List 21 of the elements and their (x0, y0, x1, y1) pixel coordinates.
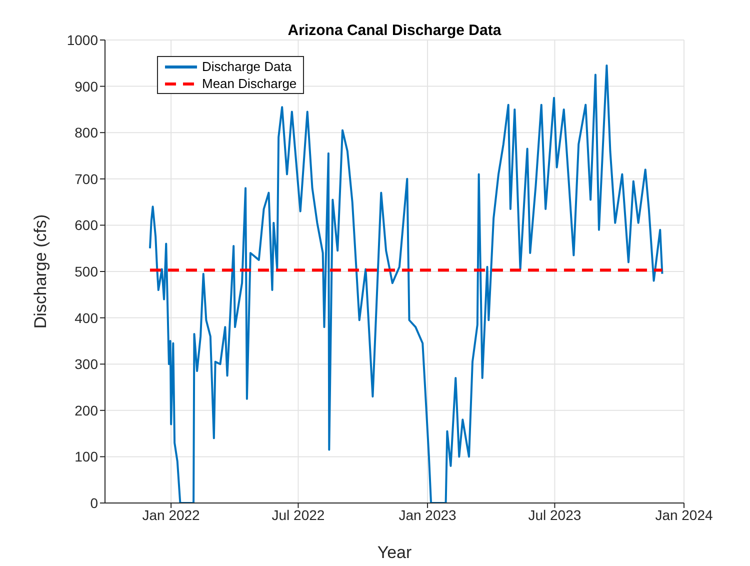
y-tick-label: 100 (74, 448, 98, 465)
y-tick-label: 800 (74, 124, 98, 141)
chart-title: Arizona Canal Discharge Data (286, 22, 502, 39)
y-tick-label: 300 (74, 356, 98, 372)
legend-label: Mean Discharge (202, 75, 297, 92)
y-tick-label: 1000 (66, 32, 98, 48)
legend-label: Discharge Data (202, 58, 292, 75)
x-tick-label: Jul 2022 (272, 506, 325, 523)
x-tick-label: Jul 2023 (528, 506, 582, 523)
x-tick-label: Jan 2024 (655, 506, 714, 523)
y-axis-title: Discharge (cfs) (31, 214, 50, 329)
y-tick-label: 400 (74, 310, 98, 326)
x-tick-label: Jan 2022 (142, 506, 200, 523)
x-axis-title: Year (377, 543, 412, 562)
y-tick-label: 900 (74, 78, 98, 94)
x-tick-label: Jan 2023 (398, 506, 457, 523)
y-tick-label: 0 (90, 494, 98, 511)
y-tick-label: 200 (74, 402, 98, 418)
y-tick-label: 600 (74, 217, 98, 234)
y-tick-label: 700 (74, 170, 98, 187)
y-tick-label: 500 (74, 263, 98, 280)
